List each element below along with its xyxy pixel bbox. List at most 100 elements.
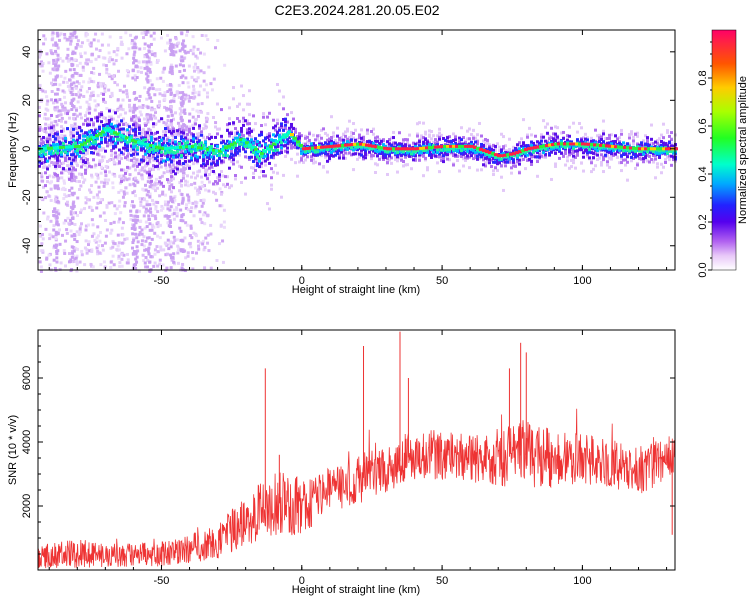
spectrogram-noise-cell [115,207,119,211]
spectrogram-band-cell [92,158,95,162]
spectrogram-band-cell [112,157,115,161]
spectrogram-streak-cell [183,111,187,115]
spectrogram-band-cell [500,164,503,168]
spectrogram-noise-cell [205,91,209,95]
spectrogram-streak-cell [129,209,133,213]
spectrogram-band-cell [414,142,417,146]
spectrogram-noise-cell [185,95,189,99]
spectrogram-noise-cell [79,210,83,214]
spectrogram-noise-cell [90,175,94,179]
spectrogram-noise-cell [156,141,160,145]
spectrogram-band-cell [62,167,65,171]
spectrogram-band-cell [562,130,565,134]
spectrogram-noise-cell [162,171,166,175]
spectrogram-noise-cell [79,184,83,188]
spectrogram-noise-cell [75,80,79,84]
spectrogram-band-cell [162,136,165,140]
spectrogram-noise-cell [94,104,98,108]
spectrogram-band-cell [644,154,647,158]
spectrogram-band-cell [122,127,125,131]
spectrogram-band-cell [182,174,185,178]
spectrogram-noise-cell [154,205,158,209]
spectrogram-noise-cell [88,97,92,101]
spectrogram-noise-cell [97,118,101,122]
spectrogram-band-cell [666,129,669,133]
spectrogram-streak-cell [70,64,74,68]
spectrogram-band-cell [328,156,331,160]
spectrogram-band-cell [402,144,405,148]
spectrogram-noise-cell [110,201,114,205]
spectrogram-noise-cell [65,56,69,60]
spectrogram-band-cell [412,141,415,145]
spectrogram-band-cell [432,140,435,144]
spectrogram-noise-cell [98,239,102,243]
spectrogram-noise-cell [118,181,122,185]
spectrogram-noise-cell [102,181,106,185]
spectrogram-noise-cell [64,202,68,206]
spectrogram-band-cell [120,119,123,123]
spectrogram-band-cell [214,180,217,184]
spectrogram-noise-cell [71,131,75,135]
spectrogram-band-cell [42,141,45,145]
spectrogram-band-cell [116,109,119,113]
spectrogram-band-cell [264,163,267,167]
spectrogram-band-cell [146,161,149,165]
spectrogram-streak-cell [132,56,136,60]
spectrogram-band-cell [346,129,349,133]
spectrogram-noise-cell [63,90,67,94]
spectrogram-band-cell [624,142,627,146]
spectrogram-band-cell [190,175,193,179]
spectrogram-noise-cell [84,34,88,38]
spectrogram-band-cell [476,168,479,172]
spectrogram-band-cell [40,161,43,165]
spectrogram-noise-cell [156,264,160,268]
spectrogram-noise-cell [95,206,99,210]
spectrogram-band-cell [586,136,589,140]
spectrogram-noise-cell [141,104,145,108]
spectrogram-streak-cell [168,169,172,173]
spectrogram-band-cell [284,120,287,124]
spectrogram-streak-cell [146,44,150,48]
spectrogram-noise-cell [210,88,214,92]
spectrogram-band-cell [190,154,193,158]
spectrogram-band-cell [382,157,385,161]
spectrogram-band-cell [376,154,379,158]
spectrogram-noise-cell [140,239,144,243]
spectrogram-band-cell [60,119,63,123]
spectrogram-noise-cell [113,204,117,208]
spectrogram-noise-cell [187,99,191,103]
spectrogram-band-cell [364,152,367,156]
spectrogram-band-cell [338,153,341,157]
spectrogram-noise-cell [219,224,223,228]
spectrogram-noise-cell [121,195,125,199]
spectrogram-band-cell [438,155,441,159]
spectrogram-band-cell [376,163,379,167]
spectrogram-band-cell [548,137,551,141]
spectrogram-noise-cell [96,252,100,256]
spectrogram-noise-cell [204,236,208,240]
spectrogram-streak-cell [56,231,60,235]
spectrogram-noise-cell [90,264,94,268]
spectrogram-band-cell [152,125,155,129]
spectrogram-streak-cell [171,139,175,143]
spectrogram-band-cell [78,172,81,176]
spectrogram-band-cell [232,136,235,140]
spectrogram-band-cell [182,129,185,133]
spectrogram-band-cell [180,141,183,145]
spectrogram-band-cell [174,172,177,176]
spectrogram-noise-cell [204,170,208,174]
spectrogram-band-cell [170,175,173,179]
spectrogram-band-cell [168,181,171,185]
spectrogram-band-cell [430,151,433,155]
spectrogram-band-cell [82,159,85,163]
spectrogram-streak-cell [181,81,185,85]
spectrogram-band-cell [568,125,571,129]
spectrogram-band-cell [206,135,209,139]
spectrogram-band-cell [450,148,453,152]
spectrogram-noise-cell [110,152,114,156]
spectrogram-band-cell [92,133,95,137]
spectrogram-band-cell [496,159,499,163]
spectrogram-noise-cell [90,79,94,83]
spectrogram-noise-cell [96,176,100,180]
spectrogram-band-cell [130,144,133,148]
